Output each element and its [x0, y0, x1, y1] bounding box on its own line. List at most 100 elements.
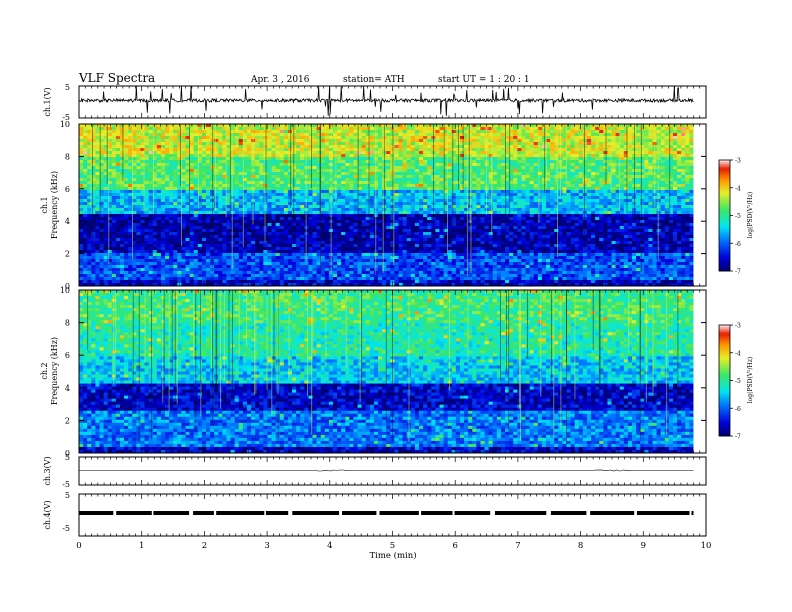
spectrogram-cell — [459, 145, 465, 149]
spectrogram-cell — [394, 136, 399, 140]
spectrogram-cell — [500, 208, 506, 212]
spectrogram-cell — [419, 199, 424, 203]
spectrogram-cell — [378, 160, 383, 164]
spectrogram-cell — [410, 136, 416, 140]
spectrogram-cell — [435, 133, 440, 137]
spectrogram-cell — [668, 217, 674, 221]
spectrogram-cell — [169, 184, 174, 188]
spectrogram-cell — [345, 220, 350, 224]
spectrogram-cell — [234, 205, 240, 209]
spectrogram-cell — [586, 190, 592, 194]
spectrogram-cell — [99, 139, 104, 143]
spectrogram-cell — [242, 139, 248, 143]
spectrogram-cell — [115, 166, 121, 170]
spectrogram-cell — [87, 166, 92, 170]
spectrogram-cell — [160, 199, 166, 203]
spectrogram-cell — [406, 205, 412, 209]
spectrogram-cell — [337, 205, 342, 209]
spectrogram-cell — [79, 145, 84, 149]
spectrogram-cell — [619, 151, 625, 155]
spectrogram-cell — [443, 157, 449, 161]
spectrogram-cell — [447, 154, 453, 158]
spectrogram-cell — [177, 175, 182, 179]
spectrogram-cell — [681, 139, 686, 143]
spectrogram-cell — [83, 154, 88, 158]
spectrogram-cell — [521, 139, 526, 143]
spectrogram-cell — [394, 163, 399, 167]
spectrogram-cell — [410, 172, 416, 176]
spectrogram-cell — [79, 127, 84, 131]
spectrogram-cell — [410, 208, 416, 212]
spectrogram-cell — [492, 214, 498, 218]
spectrogram-cell — [603, 175, 608, 179]
spectrogram-cell — [173, 142, 178, 146]
spectrogram-cell — [124, 166, 129, 170]
spectrogram-cell — [185, 169, 191, 173]
spectrogram-cell — [259, 127, 264, 131]
spectrogram-cell — [91, 208, 96, 212]
spectrogram-cell — [472, 172, 477, 176]
spectrogram-cell — [603, 208, 608, 212]
spectrogram-cell — [525, 196, 531, 200]
spectrogram-cell — [312, 175, 317, 179]
spectrogram-cell — [83, 127, 88, 131]
spectrogram-cell — [353, 136, 358, 140]
spectrogram-cell — [267, 181, 272, 185]
spectrogram-cell — [312, 142, 317, 146]
spectrogram-cell — [615, 205, 621, 209]
spectrogram-cell — [341, 214, 346, 218]
spectrogram-cell — [144, 133, 150, 137]
spectrogram-cell — [640, 199, 645, 203]
spectrogram-cell — [132, 151, 137, 155]
spectrogram-cell — [316, 163, 322, 167]
spectrogram-cell — [390, 139, 395, 143]
spectrogram-cell — [267, 211, 272, 215]
spectrogram-cell — [189, 136, 195, 140]
spectrogram-cell — [234, 139, 240, 143]
spectrogram-cell — [435, 130, 440, 134]
spectrogram-cell — [119, 223, 125, 227]
spectrogram-cell — [107, 187, 113, 191]
spectrogram-cell — [226, 166, 231, 170]
spectrogram-cell — [570, 172, 576, 176]
spectrogram-cell — [439, 190, 444, 194]
spectrogram-cell — [611, 169, 617, 173]
spectrogram-cell — [152, 163, 158, 167]
spectrogram-cell — [189, 208, 195, 212]
spectrogram-cell — [619, 148, 625, 152]
spectrogram-cell — [255, 163, 260, 167]
spectrogram-cell — [410, 187, 416, 191]
spectrogram-cell — [222, 217, 227, 221]
spectrogram-cell — [394, 151, 399, 155]
spectrogram-cell — [267, 202, 272, 206]
spectrogram-cell — [263, 175, 268, 179]
spectrogram-cell — [476, 133, 481, 137]
spectrogram-cell — [128, 205, 133, 209]
spectrogram-cell — [177, 196, 182, 200]
spectrogram-cell — [181, 181, 186, 185]
spectrogram-cell — [414, 139, 420, 143]
spectrogram-cell — [636, 151, 641, 155]
spectrogram-cell — [140, 193, 145, 197]
spectrogram-cell — [312, 190, 317, 194]
spectrogram-cell — [537, 127, 543, 131]
spectrogram-cell — [357, 157, 363, 161]
spectrogram-cell — [79, 184, 84, 188]
spectrogram-cell — [521, 205, 526, 209]
spectrogram-cell — [107, 196, 113, 200]
spectrogram-cell — [304, 202, 309, 206]
spectrogram-cell — [242, 208, 248, 212]
spectrogram-cell — [406, 178, 412, 182]
spectrogram-cell — [160, 142, 166, 146]
spectrogram-cell — [664, 136, 670, 140]
spectrogram-cell — [533, 178, 539, 182]
spectrogram-cell — [148, 154, 154, 158]
spectrogram-cell — [472, 151, 477, 155]
spectrogram-cell — [95, 154, 100, 158]
spectrogram-cell — [165, 166, 170, 170]
spectrogram-cell — [427, 130, 432, 134]
spectrogram-cell — [578, 154, 584, 158]
spectrogram-cell — [320, 181, 326, 185]
spectrogram-cell — [345, 136, 350, 140]
spectrogram-cell — [611, 211, 617, 215]
